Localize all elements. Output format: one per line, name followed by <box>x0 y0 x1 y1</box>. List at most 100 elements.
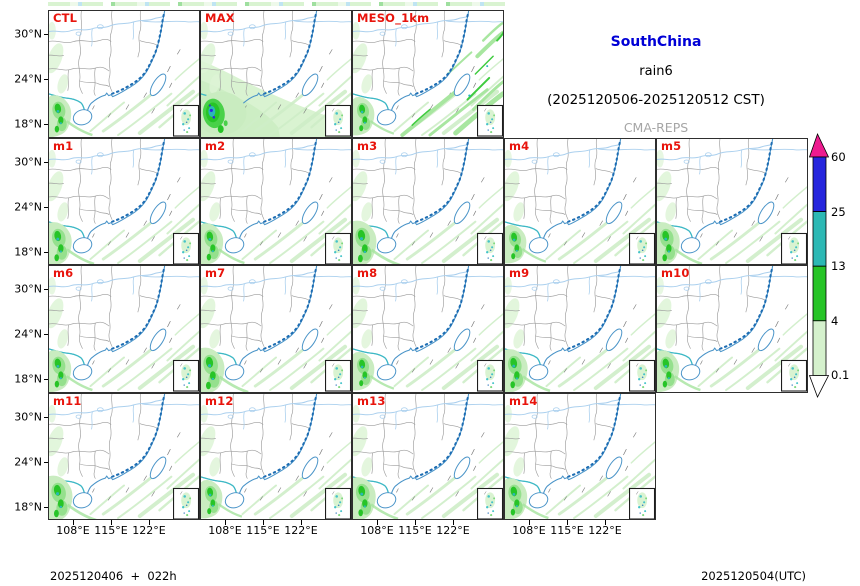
map-m12 <box>201 393 351 519</box>
lon-tick-mark <box>605 520 606 525</box>
lat-tick-label: 30°N <box>14 410 42 423</box>
lat-tick-label: 30°N <box>14 155 42 168</box>
lon-tick-label: 122°E <box>436 524 470 537</box>
title-model: CMA-REPS <box>623 120 689 135</box>
lat-tick-mark <box>43 289 48 290</box>
footer-init-times: 2025120406 + 022h 2025120414 + 022h <box>50 538 177 586</box>
panel-label-m12: m12 <box>205 393 234 408</box>
colorbar-seg-0.1-4 <box>812 320 827 376</box>
map-m4 <box>505 138 655 264</box>
title-block: SouthChina rain6 (2025120506-2025120512 … <box>504 10 808 137</box>
panel-label-CTL: CTL <box>53 11 78 25</box>
lon-tick-mark <box>529 520 530 525</box>
colorbar-arrow-under <box>808 375 830 398</box>
colorbar-label-4: 4 <box>831 313 839 328</box>
map-m9 <box>505 266 655 392</box>
map-m8 <box>353 266 503 392</box>
lon-tick-mark <box>73 520 74 525</box>
lon-tick-mark <box>377 520 378 525</box>
lat-tick-label: 18°N <box>14 500 42 513</box>
lon-tick-label: 115°E <box>550 524 584 537</box>
panel-m5: m5 <box>656 137 808 265</box>
lat-tick-mark <box>43 461 48 463</box>
panel-label-m13: m13 <box>357 393 386 408</box>
panel-m3: m3 <box>352 137 504 265</box>
lat-tick-label: 18°N <box>14 372 42 386</box>
panel-m8: m8 <box>352 265 504 393</box>
panel-MAX: MAX <box>200 10 352 138</box>
lat-tick-mark <box>43 334 48 335</box>
colorbar-seg-25-60 <box>812 156 827 212</box>
panel-label-m8: m8 <box>357 266 378 280</box>
map-CTL <box>49 11 199 137</box>
map-m10 <box>657 266 807 392</box>
lat-tick-mark <box>43 124 48 125</box>
map-m14 <box>505 393 655 519</box>
colorbar-label-0.1: 0.1 <box>831 368 850 383</box>
lat-tick-label: 30°N <box>14 282 42 296</box>
title-region: SouthChina <box>610 34 702 50</box>
map-m13 <box>353 393 503 519</box>
lon-tick-label: 108°E <box>360 524 394 537</box>
lat-tick-label: 24°N <box>14 200 42 213</box>
panel-label-MESO_1km: MESO_1km <box>357 11 430 25</box>
lat-tick-mark <box>43 251 48 253</box>
panel-label-m5: m5 <box>661 138 682 153</box>
panel-label-m9: m9 <box>509 266 530 280</box>
map-m5 <box>657 138 807 264</box>
panel-MESO_1km: MESO_1km <box>352 10 504 138</box>
lon-tick-mark <box>453 520 454 525</box>
panel-m9: m9 <box>504 265 656 393</box>
map-MESO_1km <box>353 11 503 137</box>
title-variable: rain6 <box>639 64 673 79</box>
panel-label-m2: m2 <box>205 138 226 153</box>
lon-tick-mark <box>567 520 568 525</box>
colorbar <box>808 132 830 398</box>
lat-tick-label: 24°N <box>14 72 42 86</box>
panel-m6: m6 <box>48 265 200 393</box>
colorbar-seg-13-25 <box>812 211 827 267</box>
panel-m12: m12 <box>200 392 352 520</box>
map-m3 <box>353 138 503 264</box>
lon-tick-mark <box>111 520 112 525</box>
lat-tick-mark <box>43 206 48 208</box>
panel-label-m1: m1 <box>53 138 74 153</box>
lat-tick-label: 30°N <box>14 27 42 41</box>
panel-label-m7: m7 <box>205 266 226 280</box>
footer-valid-line-1: 2025120504(UTC) <box>701 569 806 583</box>
panel-m14: m14 <box>504 392 656 520</box>
panel-label-m11: m11 <box>53 393 82 408</box>
lon-tick-label: 108°E <box>208 524 242 537</box>
title-period: (2025120506-2025120512 CST) <box>547 92 765 108</box>
lon-tick-label: 115°E <box>246 524 280 537</box>
colorbar-label-25: 25 <box>831 204 846 219</box>
lat-tick-mark <box>43 161 48 163</box>
map-MAX <box>201 11 351 137</box>
map-m11 <box>49 393 199 519</box>
lon-tick-label: 122°E <box>132 524 166 537</box>
panel-m11: m11 <box>48 392 200 520</box>
panel-m7: m7 <box>200 265 352 393</box>
lon-tick-mark <box>415 520 416 525</box>
panel-m10: m10 <box>656 265 808 393</box>
lon-tick-label: 108°E <box>56 524 90 537</box>
lat-tick-mark <box>43 379 48 380</box>
panel-label-m10: m10 <box>661 266 690 280</box>
panel-m1: m1 <box>48 137 200 265</box>
lat-tick-label: 24°N <box>14 455 42 468</box>
lon-tick-label: 122°E <box>284 524 318 537</box>
map-m6 <box>49 266 199 392</box>
footer-valid-times: 2025120504(UTC) 2025120512(CST) <box>701 538 806 586</box>
map-m7 <box>201 266 351 392</box>
cropped-row-sliver <box>48 2 505 6</box>
colorbar-label-60: 60 <box>831 150 846 164</box>
panel-CTL: CTL <box>48 10 200 138</box>
lat-tick-label: 18°N <box>14 117 42 131</box>
panel-label-m14: m14 <box>509 393 538 408</box>
panel-label-MAX: MAX <box>205 11 235 25</box>
lon-tick-label: 108°E <box>512 524 546 537</box>
panel-label-m6: m6 <box>53 266 74 280</box>
panel-m13: m13 <box>352 392 504 520</box>
panel-label-m3: m3 <box>357 138 378 153</box>
